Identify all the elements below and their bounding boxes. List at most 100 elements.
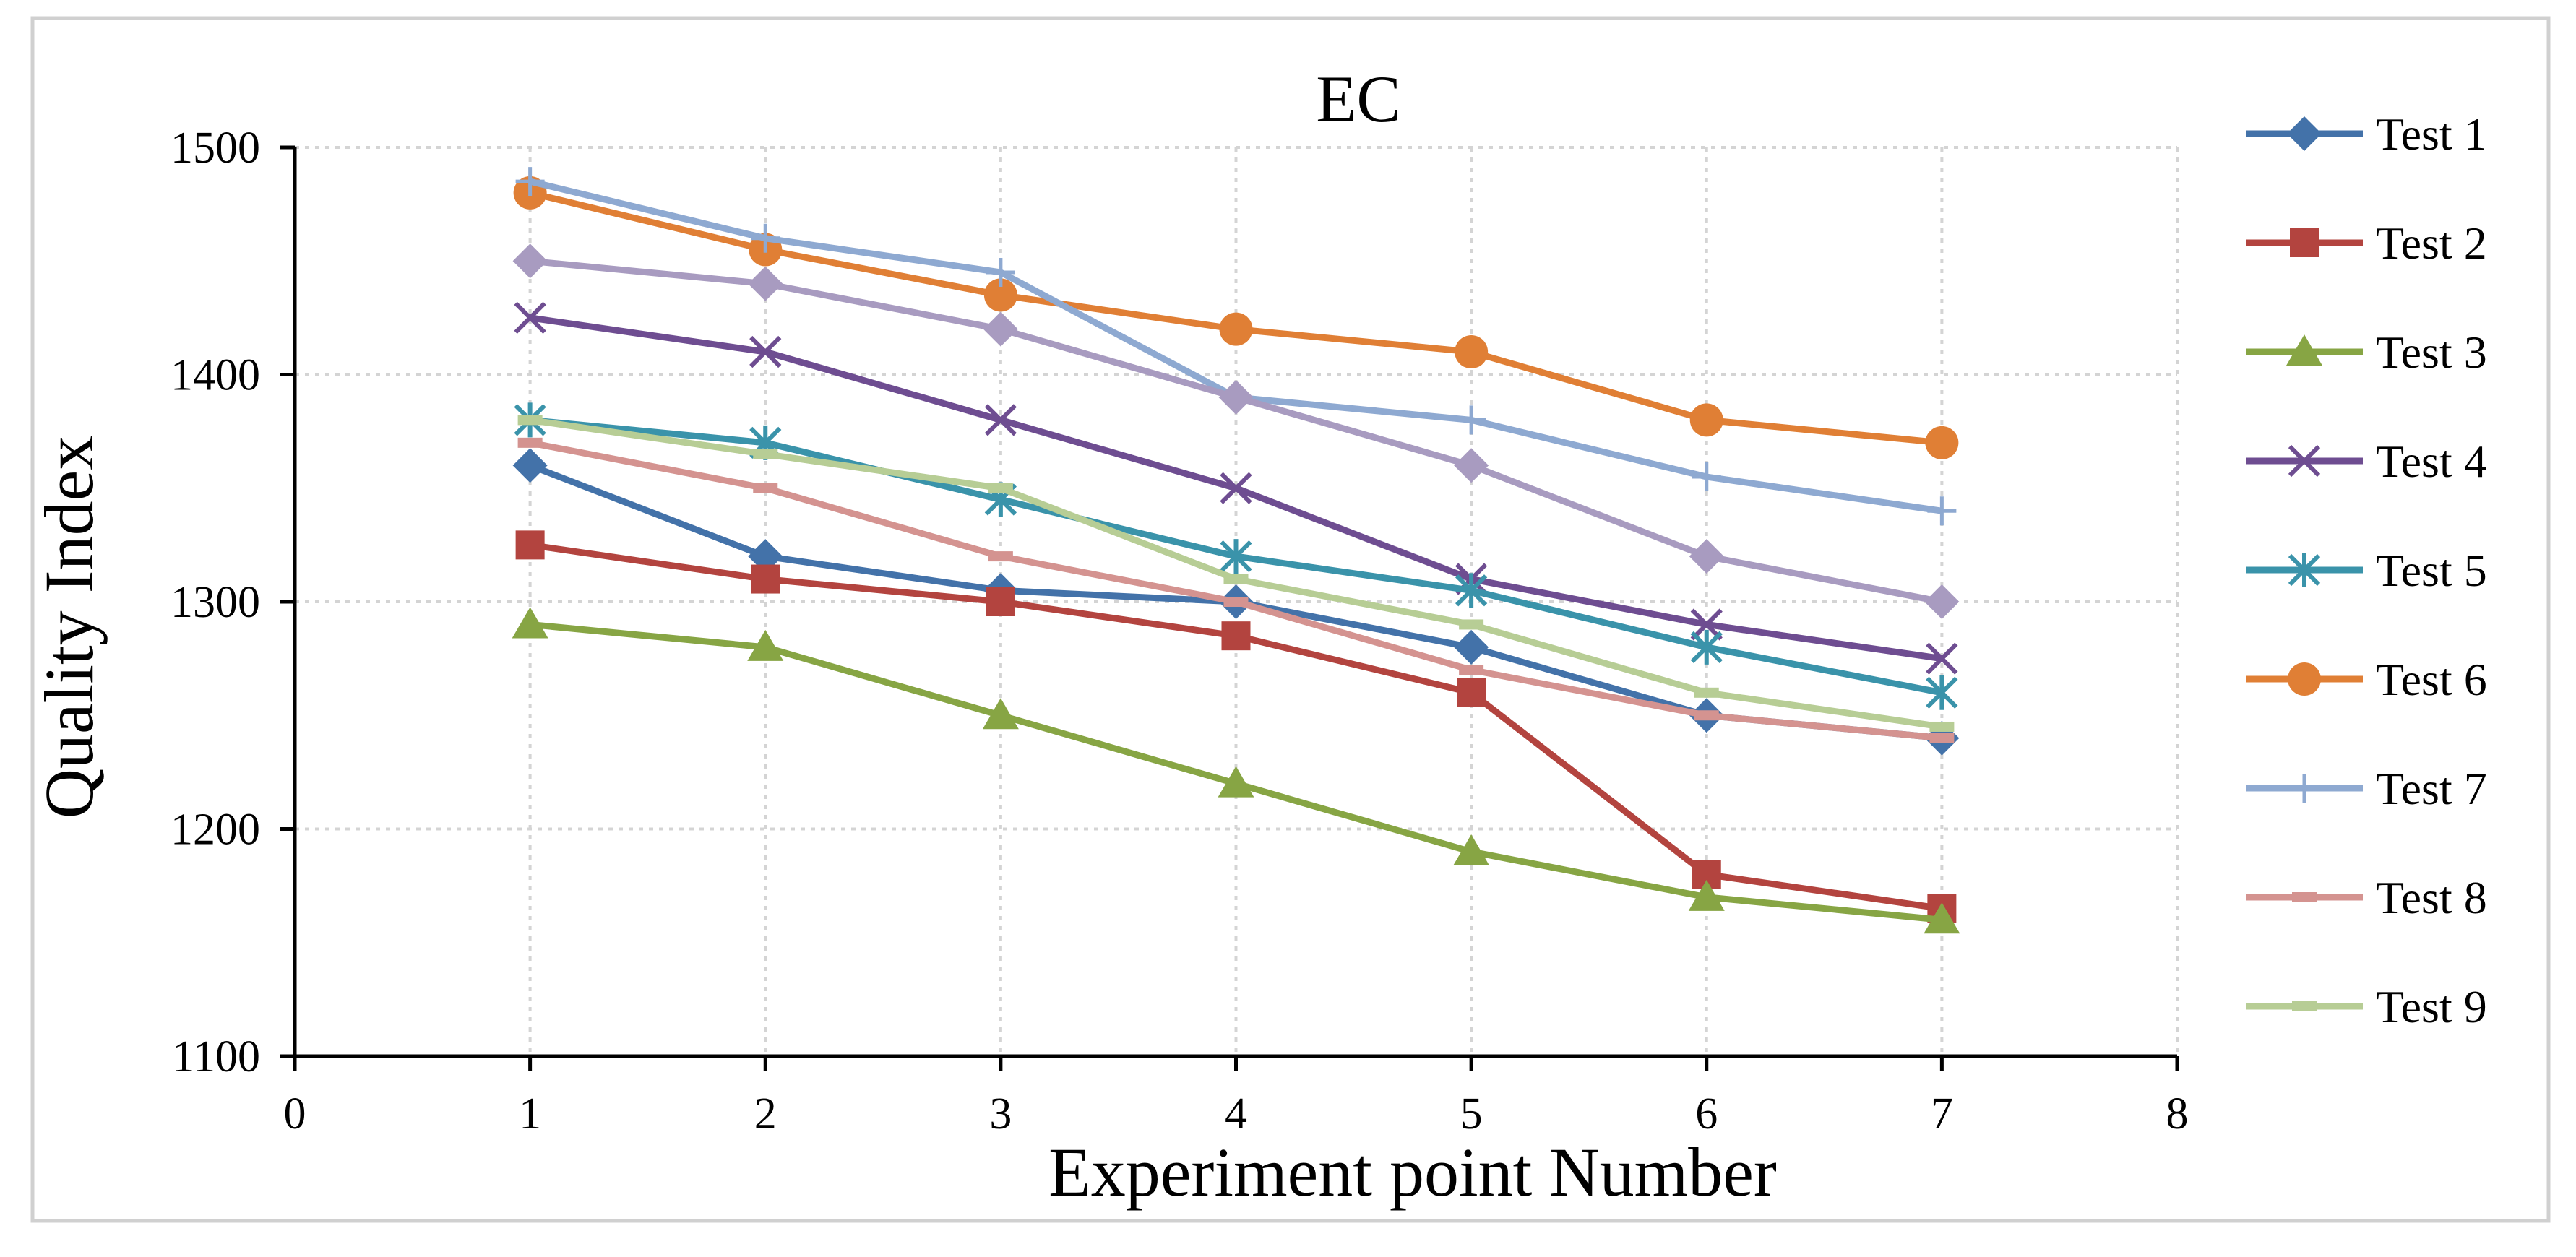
data-point [1459, 665, 1484, 675]
data-point [982, 698, 1019, 730]
data-point [1926, 642, 1958, 675]
data-point [1929, 733, 1955, 743]
series-test-3 [512, 607, 1960, 934]
legend-label: Test 6 [2376, 654, 2487, 705]
data-point [1924, 584, 1960, 619]
legend-item: Test 3 [2246, 327, 2487, 378]
legend-marker [2290, 228, 2319, 257]
legend-label: Test 5 [2376, 545, 2487, 596]
data-point [1929, 721, 1955, 732]
data-point [748, 266, 783, 301]
data-point [1688, 879, 1725, 911]
legend: Test 1 Test 2 Test 3 Test 4 Test 5 Test 6 Test… [2246, 108, 2487, 1032]
legend-marker [2288, 662, 2321, 696]
legend-marker [2292, 1001, 2317, 1011]
data-point [1454, 448, 1489, 483]
x-axis-title: Experiment point Number [1048, 1133, 1777, 1211]
data-point [1219, 312, 1253, 346]
data-point [1220, 539, 1252, 574]
x-tick-label: 1 [519, 1089, 541, 1139]
data-point [1926, 675, 1958, 710]
series-test-8 [517, 437, 1955, 743]
y-tick-label: 1100 [172, 1032, 260, 1081]
legend-marker [2288, 444, 2321, 478]
data-point [1694, 710, 1719, 721]
legend-item: Test 9 [2246, 981, 2487, 1032]
legend-label: Test 7 [2376, 763, 2487, 814]
x-tick-label: 6 [1695, 1089, 1718, 1139]
data-point [1455, 335, 1489, 369]
data-point [1689, 539, 1724, 574]
series-layer [512, 167, 1960, 934]
data-point [751, 564, 780, 594]
y-tick-label: 1400 [171, 351, 260, 400]
series-test-9 [517, 415, 1955, 732]
data-point [988, 551, 1013, 562]
y-axis-title: Quality Index [30, 436, 108, 819]
data-point [1457, 678, 1486, 707]
data-point [1694, 687, 1719, 698]
data-point [984, 404, 1017, 436]
data-point [1457, 405, 1486, 435]
data-point [1218, 766, 1254, 798]
data-point [1453, 834, 1490, 865]
x-tick-label: 8 [2166, 1089, 2189, 1139]
data-point [514, 301, 546, 334]
data-point [749, 335, 782, 368]
data-point [1454, 629, 1489, 665]
legend-label: Test 3 [2376, 327, 2487, 378]
data-point [988, 483, 1013, 493]
data-point [1223, 574, 1249, 584]
data-point [1223, 597, 1249, 607]
data-point [1924, 902, 1960, 934]
data-point [753, 449, 778, 459]
data-point [512, 607, 548, 639]
legend-item: Test 6 [2246, 654, 2487, 705]
legend-item: Test 2 [2246, 217, 2487, 269]
y-tick-label: 1500 [171, 124, 260, 173]
data-point [747, 629, 784, 661]
data-point [517, 437, 543, 448]
legend-item: Test 7 [2246, 763, 2487, 814]
legend-label: Test 4 [2376, 436, 2487, 487]
x-tick-label: 4 [1225, 1089, 1247, 1139]
data-point [1927, 496, 1957, 526]
data-point [515, 167, 545, 196]
data-point [512, 243, 548, 279]
legend-label: Test 8 [2376, 872, 2487, 923]
legend-label: Test 9 [2376, 981, 2487, 1032]
legend-label: Test 1 [2376, 108, 2487, 160]
legend-marker [2287, 116, 2322, 151]
data-point [1455, 573, 1488, 608]
legend-marker [2286, 334, 2322, 366]
data-point [1459, 619, 1484, 630]
data-point [983, 278, 1017, 312]
axes: 1100 1200 1300 1400 1500 0 1 2 3 4 5 6 7 8 [171, 124, 2189, 1139]
y-tick-label: 1300 [171, 578, 260, 627]
data-point [1925, 426, 1959, 459]
data-point [1692, 462, 1721, 492]
x-tick-label: 7 [1931, 1089, 1953, 1139]
data-point [1690, 608, 1723, 641]
series-test-5 [514, 402, 1958, 710]
legend-marker [2292, 892, 2317, 902]
data-point [1690, 629, 1723, 665]
chart-title: EC [1316, 62, 1401, 136]
data-point [512, 448, 548, 483]
data-point [1218, 379, 1254, 415]
legend-marker [2290, 774, 2319, 803]
data-point [1689, 403, 1723, 437]
x-tick-label: 0 [284, 1089, 306, 1139]
data-point [517, 415, 543, 426]
legend-item: Test 1 [2246, 108, 2487, 160]
series-test-2 [515, 530, 1957, 923]
legend-label: Test 2 [2376, 217, 2487, 269]
legend-marker [2288, 553, 2321, 587]
legend-item: Test 5 [2246, 545, 2487, 596]
legend-item: Test 8 [2246, 872, 2487, 923]
x-tick-label: 2 [754, 1089, 777, 1139]
x-tick-label: 3 [989, 1089, 1012, 1139]
x-tick-label: 5 [1460, 1089, 1483, 1139]
